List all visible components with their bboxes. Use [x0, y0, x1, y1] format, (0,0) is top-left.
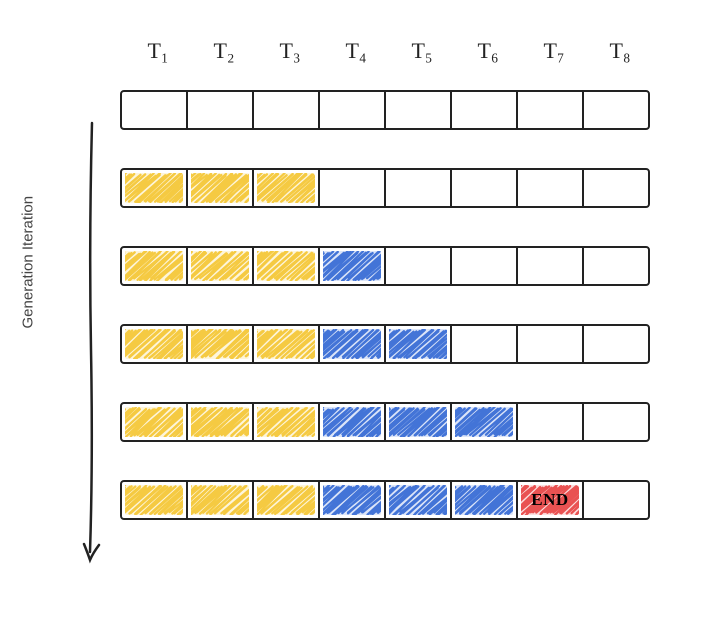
- grid-row-3: [120, 324, 650, 364]
- cell-r1-c7: [584, 170, 648, 206]
- cell-r4-c6: [518, 404, 584, 440]
- yellow-fill: [191, 173, 249, 203]
- cell-r2-c4: [386, 248, 452, 284]
- cell-r1-c4: [386, 170, 452, 206]
- cell-r3-c6: [518, 326, 584, 362]
- blue-fill: [389, 485, 447, 515]
- cell-r4-c3: [320, 404, 386, 440]
- grid-row-2: [120, 246, 650, 286]
- cell-r2-c2: [254, 248, 320, 284]
- cell-r4-c1: [188, 404, 254, 440]
- cell-r0-c0: [122, 92, 188, 128]
- cell-r1-c2: [254, 170, 320, 206]
- cell-r5-c3: [320, 482, 386, 518]
- cell-r5-c1: [188, 482, 254, 518]
- column-header-7: T₇: [521, 38, 587, 64]
- diagram-container: Generation Iteration T₁T₂T₃T₄T₅T₆T₇T₈: [20, 20, 692, 604]
- iteration-arrow: [82, 120, 102, 570]
- cell-r3-c7: [584, 326, 648, 362]
- yellow-fill: [257, 407, 315, 437]
- cell-r1-c3: [320, 170, 386, 206]
- cell-r3-c2: [254, 326, 320, 362]
- cell-r5-c2: [254, 482, 320, 518]
- cell-r2-c3: [320, 248, 386, 284]
- blue-fill: [323, 485, 381, 515]
- cell-r0-c6: [518, 92, 584, 128]
- cell-r5-c5: [452, 482, 518, 518]
- grid-row-0: [120, 90, 650, 130]
- blue-fill: [323, 329, 381, 359]
- cell-r3-c4: [386, 326, 452, 362]
- cell-r5-c4: [386, 482, 452, 518]
- cell-r1-c6: [518, 170, 584, 206]
- cell-r2-c7: [584, 248, 648, 284]
- yellow-fill: [191, 407, 249, 437]
- cell-r2-c0: [122, 248, 188, 284]
- cell-r0-c3: [320, 92, 386, 128]
- cell-r2-c5: [452, 248, 518, 284]
- grid-row-1: [120, 168, 650, 208]
- column-header-5: T₅: [389, 38, 455, 64]
- cell-r0-c4: [386, 92, 452, 128]
- cell-r0-c5: [452, 92, 518, 128]
- blue-fill: [389, 329, 447, 359]
- blue-fill: [389, 407, 447, 437]
- column-header-3: T₃: [257, 38, 323, 64]
- cell-r5-c7: [584, 482, 648, 518]
- cell-r0-c1: [188, 92, 254, 128]
- cell-r1-c0: [122, 170, 188, 206]
- cell-r1-c1: [188, 170, 254, 206]
- blue-fill: [323, 407, 381, 437]
- blue-fill: [455, 485, 513, 515]
- cell-r3-c0: [122, 326, 188, 362]
- cell-r5-c0: [122, 482, 188, 518]
- column-header-8: T₈: [587, 38, 653, 64]
- blue-fill: [455, 407, 513, 437]
- column-header-6: T₆: [455, 38, 521, 64]
- cell-r4-c7: [584, 404, 648, 440]
- yellow-fill: [125, 485, 183, 515]
- cell-r4-c4: [386, 404, 452, 440]
- cell-r0-c7: [584, 92, 648, 128]
- cell-r2-c6: [518, 248, 584, 284]
- yellow-fill: [125, 407, 183, 437]
- yellow-fill: [191, 329, 249, 359]
- blue-fill: [323, 251, 381, 281]
- cell-r4-c5: [452, 404, 518, 440]
- cell-r3-c5: [452, 326, 518, 362]
- column-header-1: T₁: [125, 38, 191, 64]
- column-header-2: T₂: [191, 38, 257, 64]
- cell-r0-c2: [254, 92, 320, 128]
- cell-r3-c1: [188, 326, 254, 362]
- yellow-fill: [257, 173, 315, 203]
- yellow-fill: [191, 485, 249, 515]
- column-headers: T₁T₂T₃T₄T₅T₆T₇T₈: [125, 38, 653, 64]
- yellow-fill: [125, 251, 183, 281]
- yellow-fill: [125, 173, 183, 203]
- cell-r4-c0: [122, 404, 188, 440]
- cell-r4-c2: [254, 404, 320, 440]
- grid-row-5: END: [120, 480, 650, 520]
- token-grid: END: [120, 90, 650, 520]
- y-axis-label: Generation Iteration: [20, 196, 37, 329]
- cell-r2-c1: [188, 248, 254, 284]
- cell-r3-c3: [320, 326, 386, 362]
- yellow-fill: [257, 329, 315, 359]
- yellow-fill: [191, 251, 249, 281]
- yellow-fill: [257, 485, 315, 515]
- column-header-4: T₄: [323, 38, 389, 64]
- cell-r5-c6: END: [518, 482, 584, 518]
- yellow-fill: [125, 329, 183, 359]
- end-token-label: END: [531, 490, 568, 510]
- yellow-fill: [257, 251, 315, 281]
- cell-r1-c5: [452, 170, 518, 206]
- grid-row-4: [120, 402, 650, 442]
